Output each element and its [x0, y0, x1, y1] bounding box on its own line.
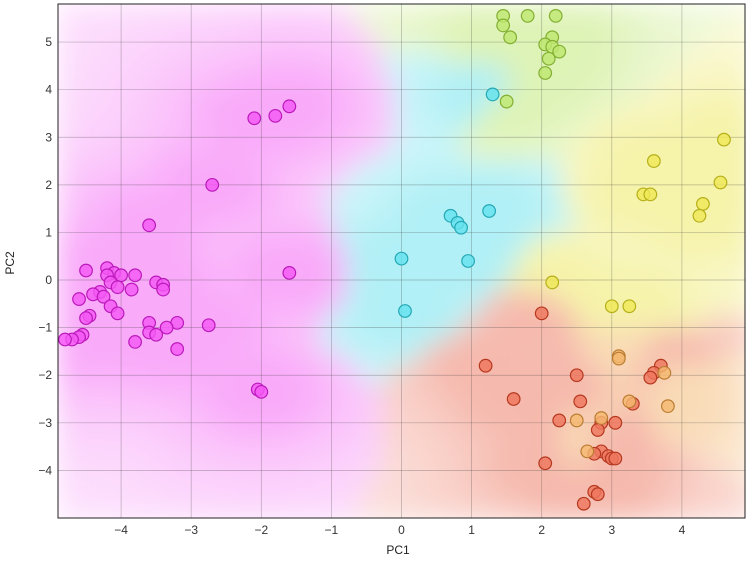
data-point	[622, 394, 637, 409]
data-point	[496, 18, 511, 33]
x-tick-label: 3	[608, 523, 615, 537]
data-point	[660, 399, 675, 414]
data-point	[282, 265, 297, 280]
data-point	[538, 456, 553, 471]
grid-lines	[58, 4, 745, 518]
data-point	[541, 51, 556, 66]
data-point	[142, 218, 157, 233]
data-point	[573, 394, 588, 409]
x-axis-label: PC1	[386, 543, 410, 557]
data-point	[485, 87, 500, 102]
data-point	[545, 275, 560, 290]
data-point	[506, 392, 521, 406]
data-point	[622, 299, 637, 314]
data-point	[96, 289, 111, 304]
data-point	[552, 44, 567, 59]
data-point	[643, 370, 658, 385]
data-point	[454, 220, 468, 235]
y-tick-label: 0	[45, 273, 52, 287]
data-point	[696, 196, 710, 211]
data-point	[646, 154, 661, 168]
data-point	[268, 108, 283, 123]
x-tick-label: 0	[398, 523, 405, 537]
data-point	[499, 94, 514, 109]
y-tick-label: −3	[38, 416, 52, 430]
data-point	[398, 304, 412, 318]
data-point	[569, 413, 584, 428]
data-point	[590, 423, 605, 437]
data-point	[254, 384, 269, 399]
data-points	[58, 8, 731, 511]
x-tick-labels: −4 −3 −2 −1 0 1 2 3 4	[114, 523, 685, 537]
data-point	[608, 415, 623, 430]
x-tick-label: 1	[468, 523, 475, 537]
data-point	[482, 204, 497, 218]
data-point	[394, 251, 409, 266]
y-tick-label: 5	[45, 35, 52, 49]
data-point	[717, 132, 731, 147]
data-point	[156, 282, 171, 297]
data-point	[713, 175, 728, 190]
plot-frame	[57, 3, 746, 519]
y-tick-label: 3	[45, 130, 52, 144]
data-point	[58, 332, 72, 347]
y-tick-label: −1	[38, 321, 52, 335]
y-tick-labels: −4 −3 −2 −1 0 1 2 3 4 5	[38, 35, 52, 477]
x-tick-label: 4	[679, 523, 686, 537]
y-tick-label: −4	[38, 463, 52, 477]
data-point	[282, 99, 297, 114]
data-point	[692, 208, 707, 223]
y-tick-label: 4	[45, 83, 52, 97]
data-point	[159, 320, 174, 335]
x-tick-label: 2	[538, 523, 545, 537]
data-point	[643, 187, 658, 202]
data-point	[461, 254, 475, 268]
y-tick-label: 2	[45, 178, 52, 192]
data-point	[124, 282, 139, 297]
data-point	[520, 8, 535, 23]
data-point	[201, 318, 216, 333]
data-point	[110, 306, 125, 321]
y-tick-label: −2	[38, 368, 52, 382]
data-point	[604, 299, 619, 314]
data-point	[608, 451, 623, 466]
x-tick-label: −1	[325, 523, 339, 537]
data-point	[534, 306, 549, 321]
data-point	[580, 444, 595, 459]
data-point	[110, 280, 125, 295]
data-point	[538, 66, 553, 80]
x-tick-label: −2	[254, 523, 268, 537]
data-point	[128, 268, 143, 283]
data-point	[594, 411, 609, 425]
y-axis-label: PC2	[3, 251, 17, 275]
data-point	[149, 327, 164, 342]
x-tick-label: −4	[114, 523, 128, 537]
data-point	[576, 496, 591, 511]
data-point	[247, 111, 262, 126]
data-point	[72, 292, 86, 306]
data-point	[548, 8, 563, 23]
data-point	[79, 311, 93, 326]
data-point	[657, 365, 672, 380]
x-tick-label: −3	[184, 523, 198, 537]
data-point	[569, 368, 584, 383]
data-point	[205, 177, 220, 192]
data-point	[611, 351, 626, 366]
data-point	[552, 413, 567, 428]
data-point	[79, 263, 93, 278]
data-point	[503, 30, 518, 45]
data-point	[170, 342, 185, 356]
y-tick-label: 1	[45, 225, 52, 239]
data-point	[128, 335, 143, 349]
data-point	[478, 358, 493, 373]
data-point	[590, 487, 605, 502]
